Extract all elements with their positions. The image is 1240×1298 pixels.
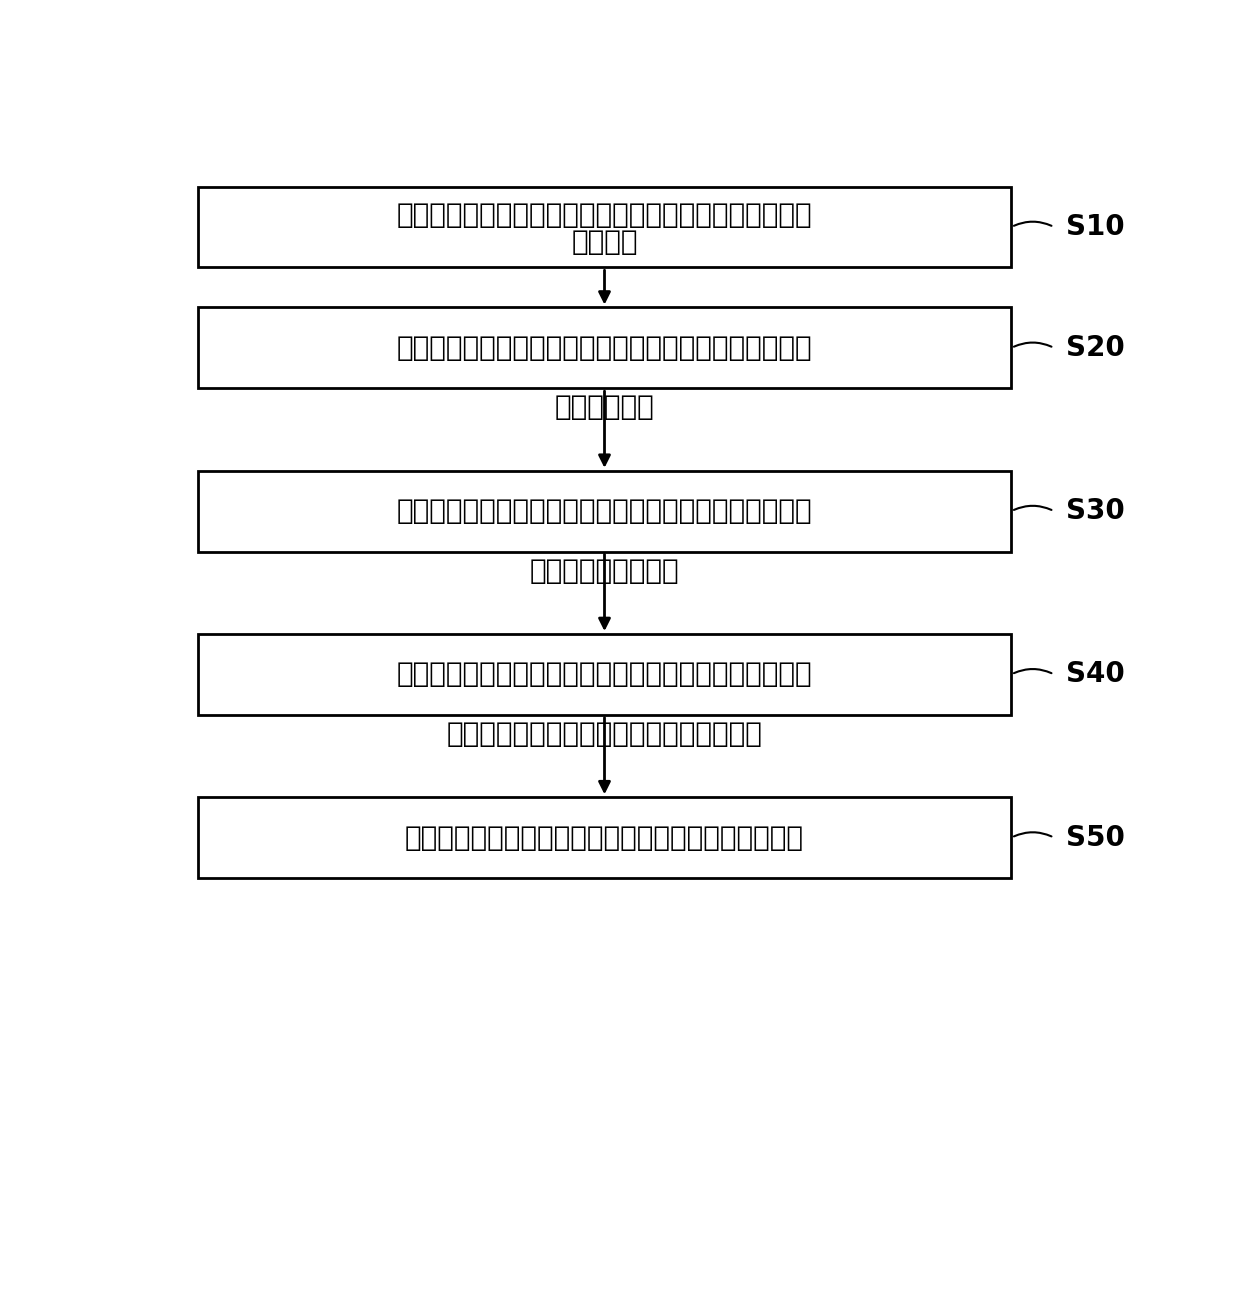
Text: S20: S20	[1065, 334, 1125, 362]
Text: 基于所述第二方式得到的对称正定矩阵流形，利用第三方: 基于所述第二方式得到的对称正定矩阵流形，利用第三方	[397, 661, 812, 688]
Text: 利用第二方式对所述新的数据空间表示的任一样本数据构: 利用第二方式对所述新的数据空间表示的任一样本数据构	[397, 497, 812, 526]
Text: 根据风力发电机在不同运行状态下的运行数据，构建原始: 根据风力发电机在不同运行状态下的运行数据，构建原始	[397, 201, 812, 228]
Text: 数据空间表示: 数据空间表示	[554, 393, 655, 422]
Text: S40: S40	[1065, 661, 1125, 688]
Bar	[197, 471, 1012, 552]
Text: 数据空间: 数据空间	[572, 227, 637, 256]
Text: S10: S10	[1065, 213, 1125, 241]
Bar	[197, 187, 1012, 267]
Bar	[197, 797, 1012, 877]
Text: 利用第一方式确定所述原始数据空间中任一样本数据新的: 利用第一方式确定所述原始数据空间中任一样本数据新的	[397, 334, 812, 362]
Text: S30: S30	[1065, 497, 1125, 526]
Text: S50: S50	[1065, 824, 1125, 851]
Bar	[197, 308, 1012, 388]
Bar	[197, 633, 1012, 715]
Text: 基于所述低维特征集合得到风力发电机的故障检测结果: 基于所述低维特征集合得到风力发电机的故障检测结果	[405, 824, 804, 851]
Text: 造对称正定矩阵流形: 造对称正定矩阵流形	[529, 557, 680, 584]
Text: 式得到对称正定矩阵流形得到低维特征集合: 式得到对称正定矩阵流形得到低维特征集合	[446, 720, 763, 748]
